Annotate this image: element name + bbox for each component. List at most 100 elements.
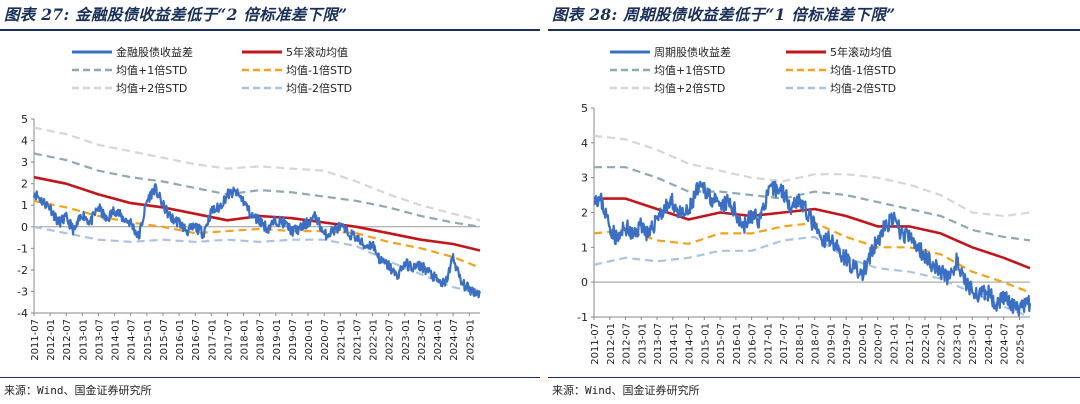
figure-title: 图表 27: 金融股债收益差低于“2 倍标准差下限”	[4, 5, 348, 24]
x-tick-label: 2015-01	[143, 319, 154, 361]
x-tick-label: 2014-01	[669, 323, 680, 365]
x-tick-label: 2021-01	[336, 319, 347, 361]
y-tick-label: 3	[581, 172, 588, 185]
x-tick-label: 2013-01	[637, 323, 648, 365]
x-tick-label: 2013-07	[94, 319, 105, 361]
x-tick-label: 2024-01	[984, 323, 995, 365]
y-tick-label: 0	[21, 221, 28, 234]
legend-item: 均值+1倍STD	[610, 63, 725, 77]
x-tick-label: 2020-01	[304, 319, 315, 361]
y-tick-label: 1	[581, 241, 588, 254]
series-line	[33, 225, 481, 295]
x-tick-label: 2020-07	[320, 319, 331, 361]
x-tick-label: 2021-07	[905, 323, 916, 365]
legend-item: 金融股债收益差	[72, 45, 193, 59]
chart-panel-right: 图表 28: 周期股债收益差低于“1 倍标准差下限” 周期股债收益差 5年滚动均值…	[548, 0, 1080, 404]
x-tick-label: 2012-07	[62, 319, 73, 361]
x-tick-label: 2013-07	[653, 323, 664, 365]
x-tick-label: 2020-01	[858, 323, 869, 365]
x-tick-label: 2011-07	[590, 323, 601, 365]
bottom-rule	[0, 377, 540, 378]
x-tick-label: 2016-07	[748, 323, 759, 365]
legend-label: 均值+2倍STD	[116, 81, 187, 95]
legend-item: 均值-1倍STD	[242, 63, 352, 77]
x-tick-label: 2012-01	[606, 323, 617, 365]
bottom-rule	[548, 377, 1080, 378]
source-note: 来源：Wind、国金证券研究所	[552, 384, 700, 397]
series-line	[593, 134, 1031, 218]
legend-item: 均值+2倍STD	[610, 81, 725, 95]
legend-label: 5年滚动均值	[830, 45, 892, 59]
x-tick-label: 2024-07	[449, 319, 460, 361]
x-tick-label: 2018-07	[811, 323, 822, 365]
series-line	[594, 166, 1031, 242]
x-tick-label: 2014-07	[127, 319, 138, 361]
x-tick-label: 2024-07	[1000, 323, 1011, 365]
x-tick-label: 2022-07	[937, 323, 948, 365]
y-tick-label: -1	[17, 242, 28, 255]
x-tick-label: 2019-07	[842, 323, 853, 365]
legend-label: 均值-2倍STD	[286, 81, 352, 95]
x-tick-label: 2016-01	[732, 323, 743, 365]
x-tick-label: 2017-07	[223, 319, 234, 361]
x-tick-label: 2018-01	[795, 323, 806, 365]
x-tick-label: 2012-01	[46, 319, 57, 361]
legend-item: 周期股债收益差	[610, 45, 731, 59]
series-line	[593, 235, 1031, 319]
title-rule	[548, 29, 1080, 31]
x-tick-label: 2016-01	[175, 319, 186, 361]
y-tick-label: -4	[17, 307, 28, 320]
x-tick-label: 2018-01	[240, 319, 251, 361]
x-tick-label: 2019-01	[826, 323, 837, 365]
y-tick-label: 5	[21, 113, 28, 126]
x-tick-label: 2022-07	[385, 319, 396, 361]
x-tick-label: 2023-01	[401, 319, 412, 361]
legend-item: 均值-2倍STD	[242, 81, 352, 95]
x-tick-label: 2018-07	[256, 319, 267, 361]
legend-label: 周期股债收益差	[654, 45, 731, 59]
y-tick-label: 3	[21, 156, 28, 169]
y-tick-label: 5	[581, 102, 588, 115]
series-line	[33, 199, 481, 269]
x-tick-label: 2014-01	[111, 319, 122, 361]
x-tick-label: 2021-01	[889, 323, 900, 365]
chart-panel-left: 图表 27: 金融股债收益差低于“2 倍标准差下限” 金融股债收益差 5年滚动均值…	[0, 5, 540, 397]
legend-label: 均值+2倍STD	[654, 81, 725, 95]
legend-item: 5年滚动均值	[242, 45, 348, 59]
x-tick-label: 2015-01	[700, 323, 711, 365]
legend-label: 均值-1倍STD	[286, 63, 352, 77]
title-rule	[0, 29, 540, 31]
x-tick-label: 2024-01	[433, 319, 444, 361]
legend-label: 均值+1倍STD	[116, 63, 187, 77]
x-tick-label: 2019-01	[272, 319, 283, 361]
x-tick-label: 2017-07	[779, 323, 790, 365]
legend-label: 金融股债收益差	[116, 45, 193, 59]
x-tick-label: 2016-07	[191, 319, 202, 361]
legend-label: 均值-1倍STD	[830, 63, 896, 77]
y-tick-label: 2	[581, 207, 588, 220]
x-tick-label: 2011-07	[30, 319, 41, 361]
x-tick-label: 2022-01	[921, 323, 932, 365]
x-tick-label: 2020-07	[874, 323, 885, 365]
x-tick-label: 2025-01	[465, 319, 476, 361]
x-tick-label: 2021-07	[352, 319, 363, 361]
y-tick-label: -2	[17, 264, 28, 277]
x-tick-label: 2023-07	[417, 319, 428, 361]
x-tick-label: 2017-01	[207, 319, 218, 361]
y-tick-label: 2	[21, 178, 28, 191]
y-tick-label: 1	[21, 199, 28, 212]
y-tick-label: -3	[17, 285, 28, 298]
x-tick-label: 2015-07	[716, 323, 727, 365]
y-tick-label: -1	[577, 311, 588, 324]
x-tick-label: 2025-01	[1015, 323, 1026, 365]
legend-label: 5年滚动均值	[286, 45, 348, 59]
legend-item: 均值+1倍STD	[72, 63, 187, 77]
y-tick-label: 4	[581, 137, 588, 150]
x-tick-label: 2019-07	[288, 319, 299, 361]
source-note: 来源：Wind、国金证券研究所	[4, 384, 152, 397]
x-tick-label: 2015-07	[159, 319, 170, 361]
legend-item: 均值-1倍STD	[786, 63, 896, 77]
x-tick-label: 2014-07	[685, 323, 696, 365]
